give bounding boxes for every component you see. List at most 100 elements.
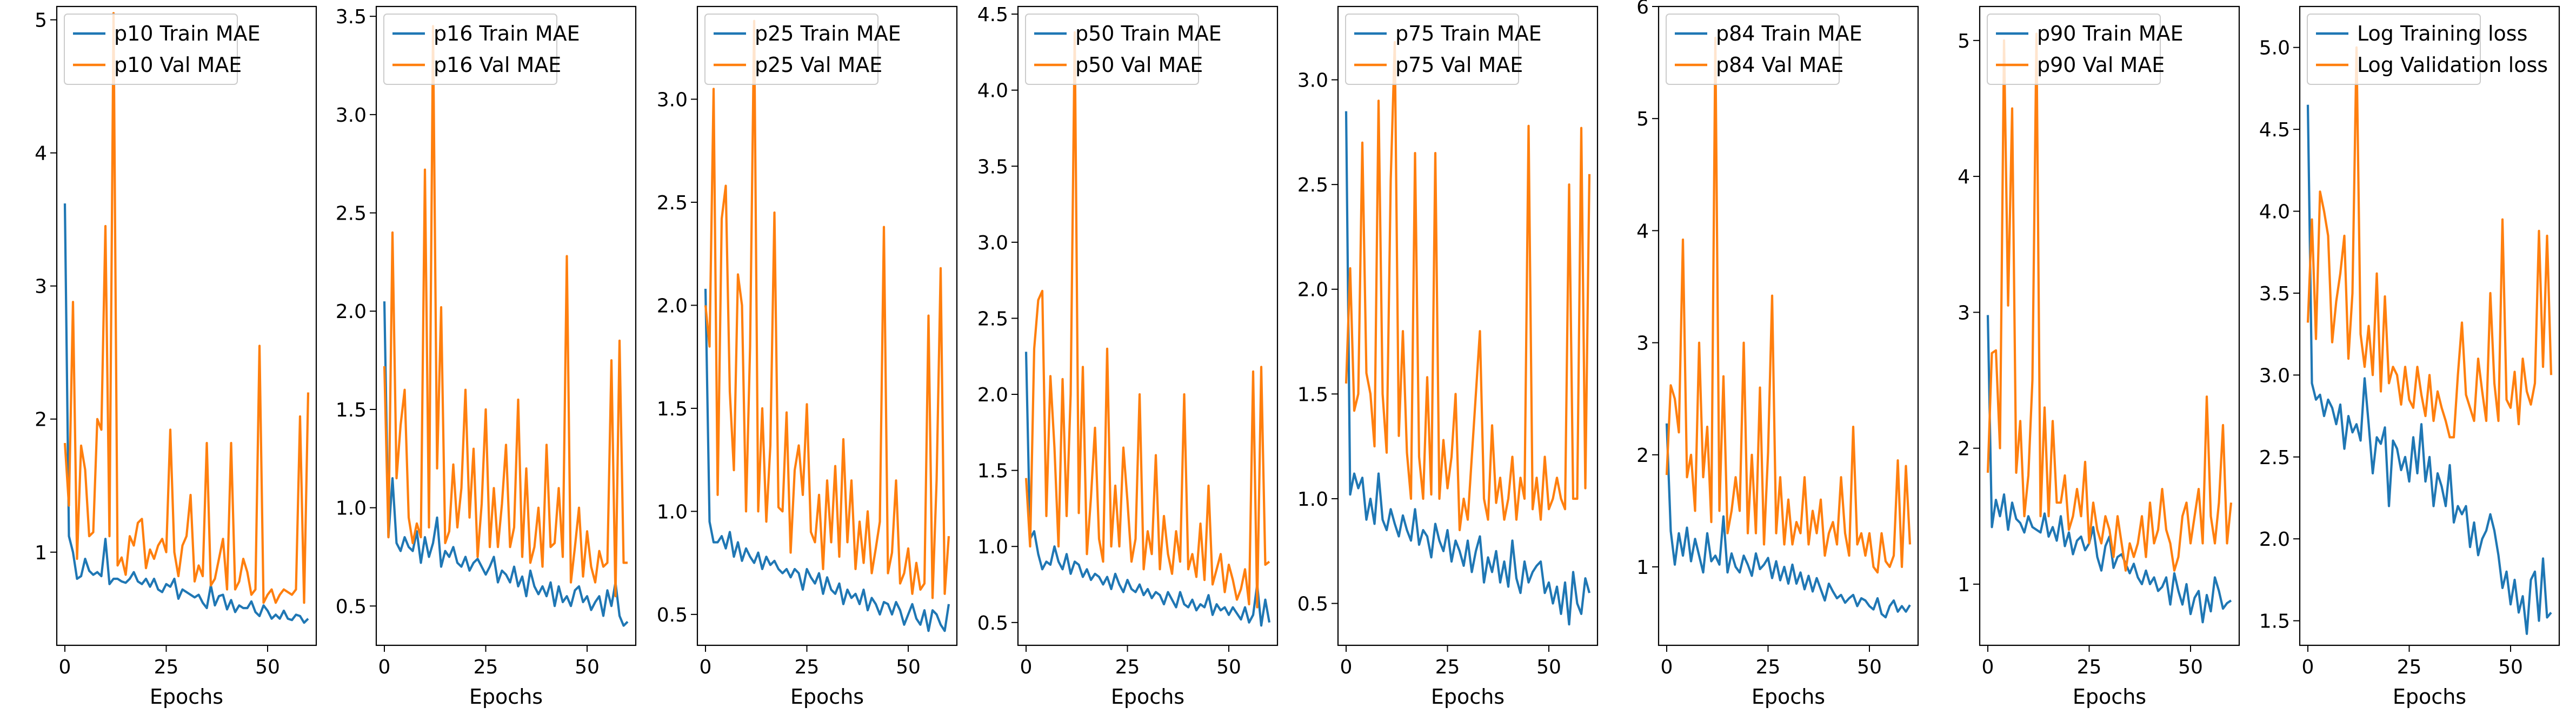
legend-label: Log Validation loss — [2357, 53, 2548, 77]
y-tick-label: 3.5 — [977, 156, 1008, 178]
plot-frame — [375, 5, 637, 646]
y-tick-label: 6 — [1636, 0, 1649, 18]
series-line-val — [1986, 32, 2233, 572]
x-axis-label: Epochs — [1752, 685, 1825, 709]
legend-label: p84 Train MAE — [1716, 22, 1862, 45]
legend: p16 Train MAE p16 Val MAE — [383, 14, 580, 85]
legend-box — [1345, 14, 1519, 85]
y-tick-label: 2.5 — [336, 203, 367, 225]
legend-label: Log Training loss — [2357, 22, 2527, 45]
chart-panel-2: 0 25 50 0.5 1.0 1.5 2.0 2.5 3.0 3.5 Epochs p16 Trai… — [336, 5, 637, 709]
y-tick-label: 0.5 — [977, 612, 1008, 635]
x-tick-label: 25 — [2397, 656, 2422, 678]
legend: p90 Train MAE p90 Val MAE — [1987, 14, 2184, 85]
y-tick-label: 2 — [1958, 438, 1970, 460]
y-tick-label: 2.5 — [2259, 447, 2290, 469]
y-tick-label: 3 — [1636, 333, 1649, 355]
x-tick-label: 25 — [2077, 656, 2102, 678]
legend-label: p75 Val MAE — [1395, 53, 1523, 77]
x-tick-label: 50 — [1216, 656, 1241, 678]
legend: p84 Train MAE p84 Val MAE — [1666, 14, 1862, 85]
legend-label: p90 Val MAE — [2037, 53, 2165, 77]
y-tick-label: 1.0 — [977, 536, 1008, 558]
legend-box — [1987, 14, 2161, 85]
legend-label: p25 Train MAE — [755, 22, 901, 45]
y-tick-label: 3.5 — [336, 6, 367, 28]
x-tick-label: 50 — [2178, 656, 2203, 678]
x-axis-label: Epochs — [2073, 685, 2146, 709]
series-line-train — [1344, 111, 1591, 626]
plot-frame — [2299, 5, 2560, 646]
y-tick-label: 1 — [1636, 557, 1649, 579]
legend-label: p84 Val MAE — [1716, 53, 1843, 77]
legend-label: p16 Train MAE — [434, 22, 580, 45]
legend-label: p25 Val MAE — [755, 53, 882, 77]
y-tick-label: 3 — [35, 276, 47, 298]
series-line-train — [704, 288, 950, 632]
chart-panel-8: 0 25 50 1.5 2.0 2.5 3.0 3.5 4.0 4.5 5.0 Epochs Log T… — [2259, 5, 2560, 709]
series-line-val — [2306, 46, 2553, 439]
y-tick-label: 5 — [1636, 108, 1649, 130]
series-line-train — [1024, 352, 1271, 627]
y-tick-label: 3.0 — [336, 104, 367, 127]
legend-label: p10 Train MAE — [114, 22, 261, 45]
x-axis-label: Epochs — [150, 685, 223, 709]
y-tick-label: 4 — [1636, 220, 1649, 242]
legend-box — [704, 14, 878, 85]
y-tick-label: 3.0 — [2259, 365, 2290, 387]
legend-label: p10 Val MAE — [114, 53, 242, 77]
y-tick-label: 1.0 — [1297, 488, 1328, 511]
x-axis-label: Epochs — [1111, 685, 1184, 709]
y-tick-label: 5 — [35, 10, 47, 32]
legend: p25 Train MAE p25 Val MAE — [704, 14, 901, 85]
legend-box — [383, 14, 557, 85]
series-line-train — [1665, 423, 1911, 619]
x-tick-label: 50 — [2498, 656, 2523, 678]
legend: p75 Train MAE p75 Val MAE — [1345, 14, 1542, 85]
y-tick-label: 2 — [35, 409, 47, 431]
y-tick-label: 0.5 — [336, 596, 367, 618]
y-tick-label: 1.0 — [657, 501, 688, 523]
y-tick-label: 1.0 — [336, 498, 367, 520]
y-tick-label: 2.0 — [977, 384, 1008, 406]
plot-frame — [696, 5, 958, 646]
series-line-val — [704, 19, 950, 599]
y-tick-label: 1.5 — [1297, 384, 1328, 406]
x-tick-label: 25 — [474, 656, 498, 678]
y-tick-label: 1.5 — [657, 398, 688, 420]
y-tick-label: 1.5 — [2259, 611, 2290, 633]
x-tick-label: 25 — [795, 656, 820, 678]
y-tick-label: 2 — [1636, 445, 1649, 467]
y-tick-label: 3 — [1958, 302, 1970, 324]
series-line-train — [63, 203, 309, 624]
y-tick-label: 4.5 — [2259, 119, 2290, 141]
y-tick-label: 4 — [35, 143, 47, 165]
y-tick-label: 3.0 — [657, 89, 688, 111]
legend-label: p90 Train MAE — [2037, 22, 2184, 45]
series-line-train — [2306, 104, 2552, 635]
y-tick-label: 3.0 — [977, 232, 1008, 254]
x-tick-label: 0 — [59, 656, 71, 678]
legend-label: p50 Train MAE — [1075, 22, 1222, 45]
y-tick-label: 2.5 — [1297, 174, 1328, 196]
x-tick-label: 25 — [154, 656, 179, 678]
y-tick-label: 4.5 — [977, 4, 1008, 26]
chart-panel-6: 0 25 50 1 2 3 4 5 6 Epochs p84 Train MAE p84 Val MA… — [1636, 0, 1919, 709]
plot-frame — [1979, 5, 2240, 646]
x-tick-label: 0 — [2302, 656, 2314, 678]
y-tick-label: 1 — [35, 542, 47, 564]
x-tick-label: 50 — [896, 656, 921, 678]
x-tick-label: 0 — [1982, 656, 1994, 678]
y-tick-label: 2.0 — [1297, 279, 1328, 301]
plot-frame — [1658, 5, 1919, 646]
series-line-val — [383, 25, 628, 598]
legend: Log Training loss Log Validation loss — [2307, 14, 2548, 85]
legend: p50 Train MAE p50 Val MAE — [1025, 14, 1222, 85]
x-tick-label: 0 — [1340, 656, 1353, 678]
legend-label: p16 Val MAE — [434, 53, 561, 77]
y-tick-label: 3.0 — [1297, 70, 1328, 92]
plot-frame — [1017, 5, 1279, 646]
legend: p10 Train MAE p10 Val MAE — [64, 14, 261, 85]
x-tick-label: 50 — [255, 656, 280, 678]
x-tick-label: 0 — [1661, 656, 1673, 678]
